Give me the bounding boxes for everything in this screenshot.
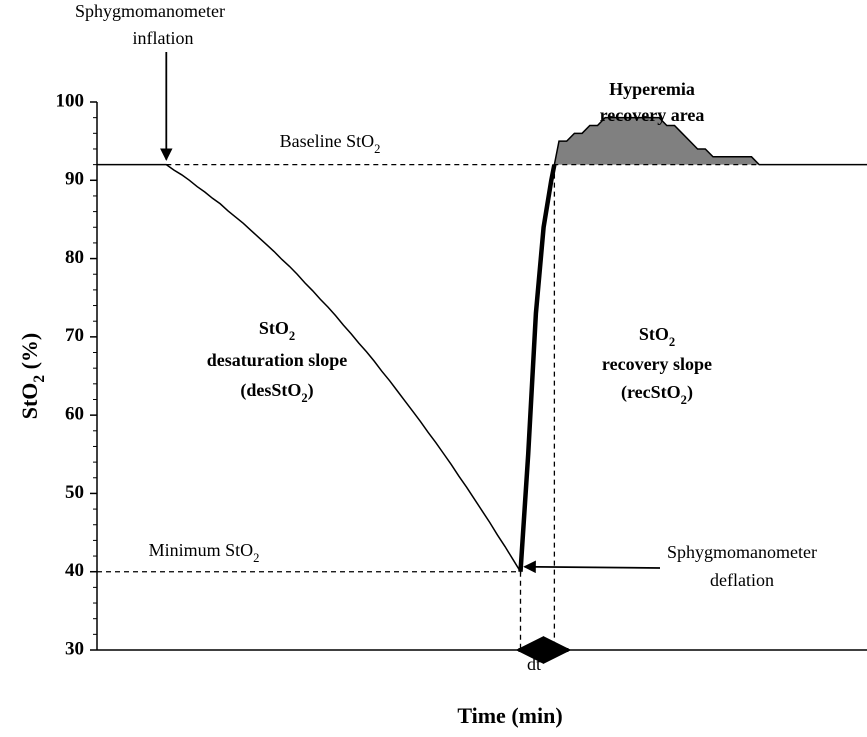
recovery-label: StO2 (639, 324, 675, 349)
inflation-label: inflation (133, 28, 194, 48)
y-axis-label-part: StO (17, 383, 42, 420)
y-tick-label: 80 (65, 247, 84, 268)
recovery-label-part: StO (639, 324, 669, 344)
desaturation-label-part: 2 (289, 329, 295, 343)
minimum-label-part: Minimum StO (149, 540, 254, 560)
desaturation-label: StO2 (259, 318, 295, 343)
dt-label: dt (527, 654, 541, 674)
y-tick-label: 100 (56, 90, 85, 111)
desaturation-label-part: ) (308, 380, 314, 401)
hyperemia-label: Hyperemia (609, 79, 695, 99)
minimum-label-part: 2 (253, 551, 259, 565)
inflation-label: Sphygmomanometer (75, 1, 225, 21)
y-axis-label: StO2 (%) (17, 333, 48, 420)
recovery-label: (recStO2) (621, 382, 693, 407)
recovery-line (518, 164, 557, 572)
y-axis-label-part: (%) (17, 333, 42, 375)
desaturation-label: (desStO2) (240, 380, 313, 405)
desaturation-label: desaturation slope (207, 350, 348, 370)
y-tick-label: 40 (65, 560, 84, 581)
deflation-arrow (523, 560, 661, 574)
desaturation-label-part: 2 (301, 391, 307, 405)
y-tick-label: 70 (65, 325, 84, 346)
y-tick-label: 30 (65, 638, 84, 659)
hyperemia-area (554, 117, 760, 165)
hyperemia-label: recovery area (600, 105, 705, 125)
y-axis-label-part: 2 (31, 375, 48, 383)
y-tick-label: 90 (65, 169, 84, 190)
y-tick-label: 50 (65, 482, 84, 503)
y-tick-label: 60 (65, 404, 84, 425)
baseline-label: Baseline StO2 (280, 131, 381, 156)
x-axis-label: Time (min) (457, 703, 562, 728)
recovery-label: recovery slope (602, 354, 712, 374)
recovery-label-part: 2 (681, 393, 687, 407)
recovery-label-part: ) (687, 382, 693, 403)
baseline-label-part: Baseline StO (280, 131, 375, 151)
line (97, 116, 867, 575)
deflation-label: Sphygmomanometer (667, 542, 817, 562)
desaturation-label-part: (desStO (240, 380, 301, 401)
deflation-label: deflation (710, 570, 774, 590)
minimum-label: Minimum StO2 (149, 540, 260, 565)
recovery-label-part: (recStO (621, 382, 681, 403)
baseline-label-part: 2 (374, 142, 380, 156)
recovery-label-part: 2 (669, 335, 675, 349)
desaturation-label-part: StO (259, 318, 289, 338)
